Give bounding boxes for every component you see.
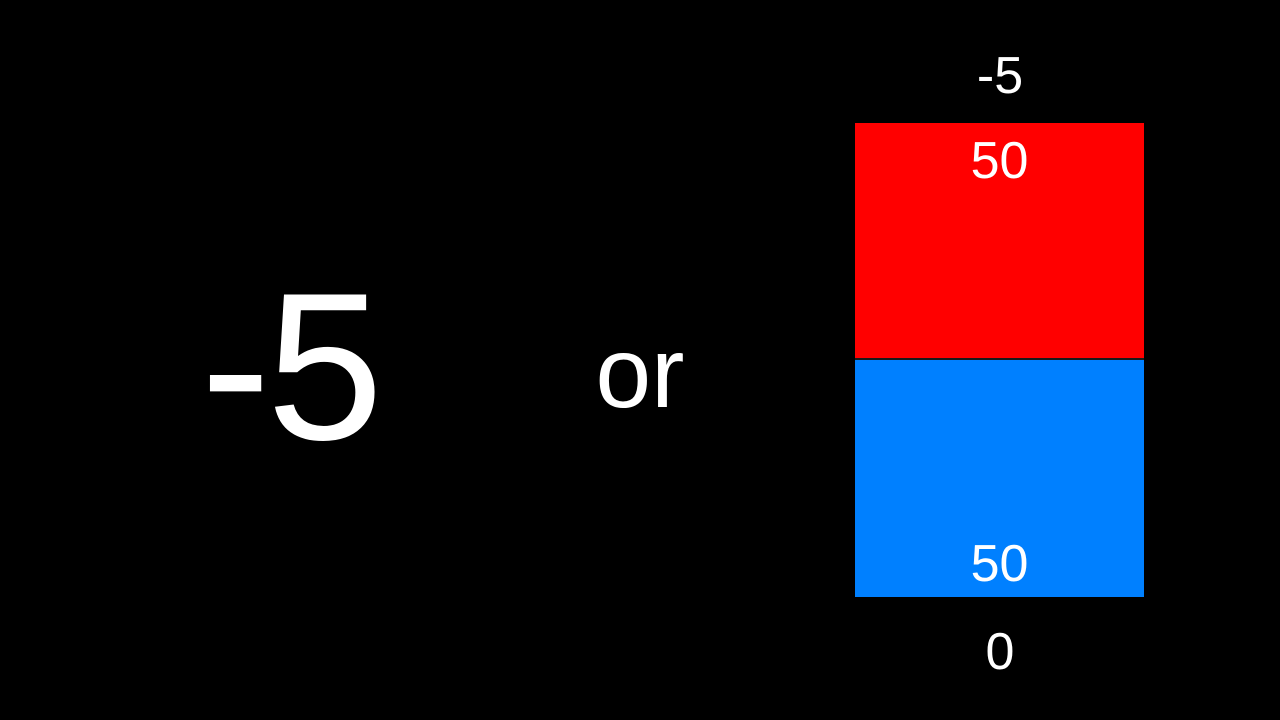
red-segment: 50 <box>855 123 1144 359</box>
scale-bottom-label: 0 <box>985 623 1015 681</box>
red-segment-label: 50 <box>970 132 1029 190</box>
segment-divider <box>855 358 1144 361</box>
blue-segment-label: 50 <box>970 535 1029 593</box>
or-connector: or <box>595 317 685 429</box>
blue-segment: 50 <box>855 360 1144 597</box>
big-number: -5 <box>200 249 384 484</box>
scale-top-label: -5 <box>976 47 1024 105</box>
